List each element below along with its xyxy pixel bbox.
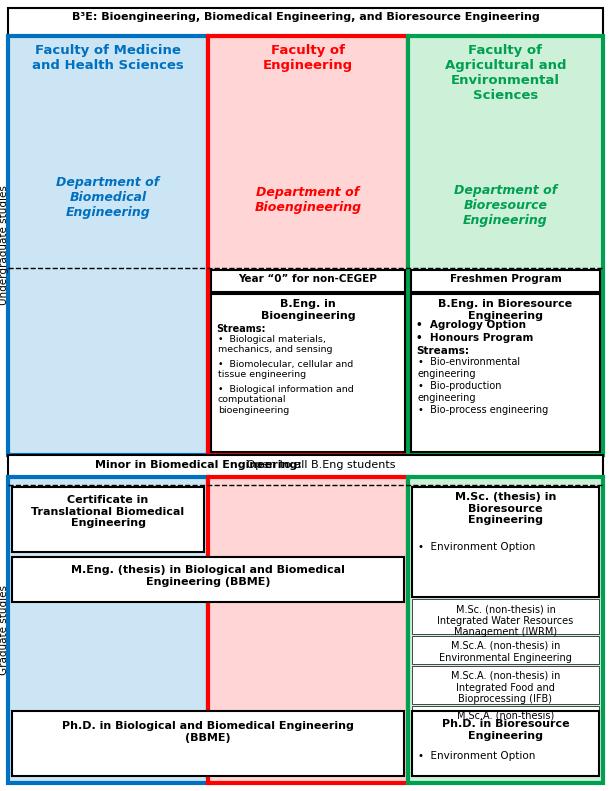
Bar (8, 36, 208, 455)
Text: M.Sc.A. (non-thesis) in
Environmental Engineering: M.Sc.A. (non-thesis) in Environmental En… (439, 641, 572, 663)
Text: B.Eng. in Bioresource
Engineering: B.Eng. in Bioresource Engineering (439, 299, 573, 320)
Text: M.Eng. (thesis) in Biological and Biomedical
Engineering (BBME): M.Eng. (thesis) in Biological and Biomed… (71, 565, 345, 587)
Text: M.Sc. (thesis) in
Bioresource
Engineering: M.Sc. (thesis) in Bioresource Engineerin… (455, 492, 556, 525)
Bar (8, 477, 208, 783)
Bar (208, 477, 408, 783)
Text: Undergraduate studies: Undergraduate studies (0, 186, 9, 305)
Bar (412, 636, 599, 664)
Bar (12, 557, 404, 602)
Text: •  Environment Option: • Environment Option (418, 751, 535, 761)
Text: •  Bio-environmental
engineering: • Bio-environmental engineering (418, 357, 520, 379)
Text: •  Environment Option: • Environment Option (418, 542, 535, 552)
Bar (408, 36, 603, 455)
Text: •  Bio-production
engineering: • Bio-production engineering (418, 381, 502, 403)
Text: Open to all B.Eng students: Open to all B.Eng students (243, 460, 395, 470)
Text: M.Sc.A. (non-thesis): M.Sc.A. (non-thesis) (457, 711, 554, 721)
Bar (412, 711, 599, 776)
Text: M.Sc. (non-thesis) in
Integrated Water Resources
Management (IWRM): M.Sc. (non-thesis) in Integrated Water R… (437, 604, 574, 638)
Bar (8, 455, 603, 477)
Text: M.Sc.A. (non-thesis) in
Integrated Food and
Bioprocessing (IFB): M.Sc.A. (non-thesis) in Integrated Food … (451, 671, 560, 704)
Text: •  Biological information and
computational
bioengineering: • Biological information and computation… (218, 385, 354, 414)
Bar (412, 487, 599, 597)
Text: Department of
Biomedical
Engineering: Department of Biomedical Engineering (56, 176, 159, 219)
Text: Year “0” for non-CEGEP: Year “0” for non-CEGEP (238, 274, 378, 284)
Bar (208, 36, 408, 455)
Text: B³E: Bioengineering, Biomedical Engineering, and Bioresource Engineering: B³E: Bioengineering, Biomedical Engineer… (71, 12, 540, 22)
Text: •  Agrology Option: • Agrology Option (416, 320, 526, 330)
Text: Streams:: Streams: (216, 324, 266, 334)
Text: Department of
Bioengineering: Department of Bioengineering (254, 186, 362, 214)
Text: •  Honours Program: • Honours Program (416, 333, 533, 343)
Text: Ph.D. in Bioresource
Engineering: Ph.D. in Bioresource Engineering (442, 719, 569, 740)
Bar (412, 706, 599, 726)
Bar (12, 487, 204, 552)
Text: Faculty of Medicine
and Health Sciences: Faculty of Medicine and Health Sciences (32, 44, 184, 72)
Text: B.Eng. in
Bioengineering: B.Eng. in Bioengineering (261, 299, 356, 320)
Bar (412, 599, 599, 634)
Text: •  Biological materials,
mechanics, and sensing: • Biological materials, mechanics, and s… (218, 335, 332, 354)
Text: •  Bio-process engineering: • Bio-process engineering (418, 405, 548, 415)
Bar (211, 270, 405, 292)
Text: Faculty of
Agricultural and
Environmental
Sciences: Faculty of Agricultural and Environmenta… (445, 44, 566, 102)
Text: Department of
Bioresource
Engineering: Department of Bioresource Engineering (454, 184, 557, 227)
Text: •  Biomolecular, cellular and
tissue engineering: • Biomolecular, cellular and tissue engi… (218, 360, 353, 380)
Bar (211, 294, 405, 452)
Bar (408, 477, 603, 783)
Bar (411, 270, 600, 292)
Text: Minor in Biomedical Engineering:: Minor in Biomedical Engineering: (95, 460, 302, 470)
Text: Streams:: Streams: (416, 346, 469, 356)
Bar (412, 666, 599, 704)
Text: Faculty of
Engineering: Faculty of Engineering (263, 44, 353, 72)
Text: Graduate studies: Graduate studies (0, 585, 9, 675)
Text: Ph.D. in Biological and Biomedical Engineering
(BBME): Ph.D. in Biological and Biomedical Engin… (62, 721, 354, 743)
Bar (8, 8, 603, 36)
Text: Freshmen Program: Freshmen Program (450, 274, 562, 284)
Bar (12, 711, 404, 776)
Bar (411, 294, 600, 452)
Text: Certificate in
Translational Biomedical
Engineering: Certificate in Translational Biomedical … (31, 495, 185, 528)
